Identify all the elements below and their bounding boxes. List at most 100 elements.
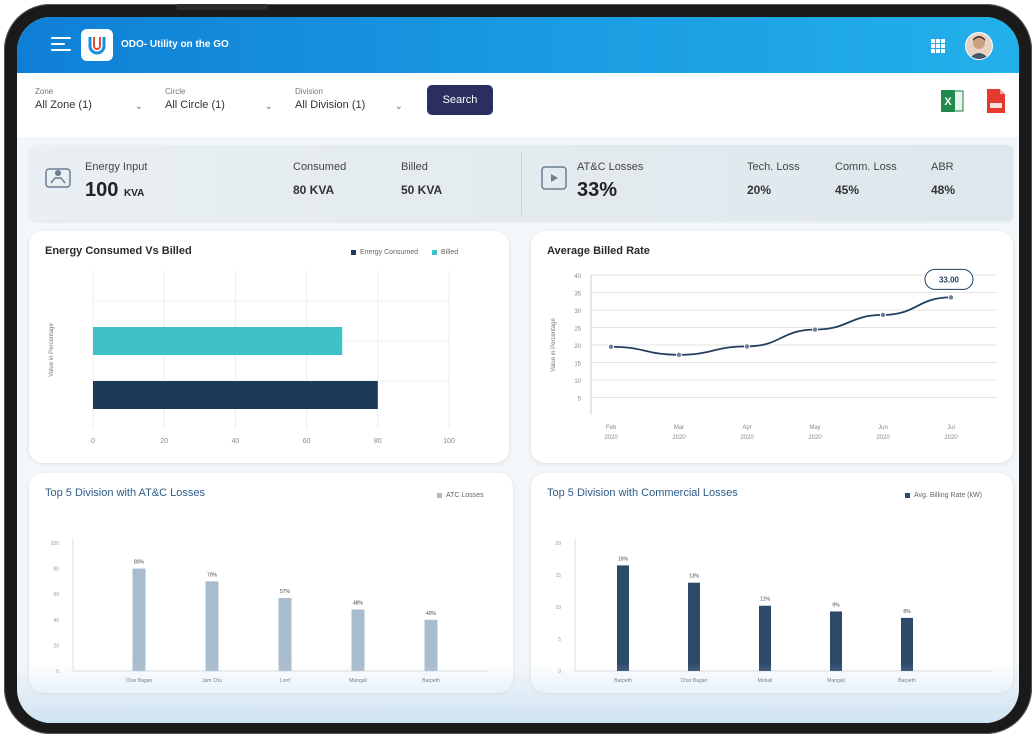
data-point xyxy=(947,294,954,301)
chevron-down-icon: ⌄ xyxy=(134,101,143,112)
x-tick-label: 0 xyxy=(91,438,95,445)
y-tick-label: 25 xyxy=(574,327,581,333)
avatar-person-icon xyxy=(969,36,989,59)
bar-value-label: 48% xyxy=(353,601,364,607)
y-tick-label: 80 xyxy=(53,567,59,573)
energy-consumed-vs-billed-card: Energy Consumed Vs Billed Energy Consume… xyxy=(29,231,509,463)
energy-input-label: Energy Input xyxy=(85,161,148,173)
atc-losses-value: 33% xyxy=(577,179,618,201)
energy-bar-chart: 0 20 40 60 80 100 Value in Percentage xyxy=(49,271,455,445)
energy-input-value: 100 KVA xyxy=(85,179,144,202)
data-point xyxy=(675,351,682,358)
hamburger-icon[interactable] xyxy=(51,37,71,53)
bar-value-label: 70% xyxy=(207,572,218,578)
pdf-icon[interactable] xyxy=(985,87,1007,115)
bar xyxy=(830,611,842,671)
y-tick-label: 35 xyxy=(574,292,581,298)
y-tick-label: 30 xyxy=(574,309,581,315)
energy-input-unit: KVA xyxy=(123,188,145,199)
abr-label: ABR xyxy=(931,161,954,173)
legend-label-consumed: Energy Consumed xyxy=(360,249,418,256)
zone-filter[interactable]: Zone All Zone (1) ⌄ xyxy=(35,87,147,119)
y-tick-label: 10 xyxy=(555,605,561,611)
x-tick-label: 80 xyxy=(374,438,382,445)
legend-label-billed: Billed xyxy=(440,249,459,256)
y-tick-label: 20 xyxy=(574,344,581,350)
bar xyxy=(351,609,365,671)
billed-rate-line-chart: 5 10 15 20 25 30 35 40 Value in Percentage Feb 202… xyxy=(551,268,997,441)
app-screen: ODO- Utility on the GO Zone All Zone (1)… xyxy=(17,17,1019,723)
x-tick-label: Jun xyxy=(878,425,888,431)
y-tick-label: 5 xyxy=(578,397,582,403)
bar-value-label: 9% xyxy=(832,602,840,608)
division-filter[interactable]: Division All Division (1) ⌄ xyxy=(295,87,407,119)
circle-filter[interactable]: Circle All Circle (1) ⌄ xyxy=(165,87,277,119)
bar-value-label: 80% xyxy=(134,560,145,566)
bar-value-label: 57% xyxy=(280,589,291,595)
x-tick-label: 2020 xyxy=(808,435,822,441)
bar-value-label: 16% xyxy=(618,556,629,562)
data-point xyxy=(743,343,750,350)
value-callout xyxy=(924,268,974,290)
value-callout-label: 33.00 xyxy=(939,275,960,284)
billed-value: 50 KVA xyxy=(401,183,443,197)
y-tick-label: 10 xyxy=(574,379,581,385)
division-filter-label: Division xyxy=(295,87,324,96)
billed-label: Billed xyxy=(401,161,428,173)
logo-mark-icon xyxy=(88,37,106,55)
search-button[interactable]: Search xyxy=(427,85,493,115)
chevron-down-icon: ⌄ xyxy=(264,101,273,112)
chart-title: Top 5 Division with AT&C Losses xyxy=(45,487,205,499)
bar xyxy=(688,582,700,671)
x-tick-label: 60 xyxy=(303,438,311,445)
circle-filter-label: Circle xyxy=(165,87,186,96)
chart-legend: ATC Losses xyxy=(437,492,484,499)
filter-bar: Zone All Zone (1) ⌄ Circle All Circle (1… xyxy=(17,73,1019,137)
bar-value-label: 40% xyxy=(426,611,437,617)
bar xyxy=(901,617,913,671)
y-axis-label: Value in Percentage xyxy=(49,323,55,377)
legend-label: ATC Losses xyxy=(446,492,484,499)
svg-text:X: X xyxy=(944,96,952,108)
zone-filter-value: All Zone (1) xyxy=(35,99,92,111)
bar xyxy=(759,605,771,671)
device-notch xyxy=(176,4,268,10)
y-tick-label: 5 xyxy=(558,637,561,643)
chart-legend: Energy Consumed Billed xyxy=(351,249,458,256)
division-filter-value: All Division (1) xyxy=(295,99,366,111)
excel-icon[interactable]: X xyxy=(939,87,965,115)
data-point xyxy=(608,343,615,350)
chart-title: Top 5 Division with Commercial Losses xyxy=(547,487,738,499)
series-line xyxy=(610,296,952,356)
tablet-frame: ODO- Utility on the GO Zone All Zone (1)… xyxy=(4,4,1032,734)
y-tick-label: 40 xyxy=(574,274,581,280)
tech-loss-label: Tech. Loss xyxy=(747,161,800,173)
x-tick-label: 40 xyxy=(232,438,240,445)
kpi-divider xyxy=(521,151,522,215)
y-tick-label: 20 xyxy=(53,643,59,649)
zone-filter-label: Zone xyxy=(35,87,54,96)
chart-title: Average Billed Rate xyxy=(547,245,650,257)
apps-grid-icon[interactable] xyxy=(931,39,945,53)
legend-swatch-billed xyxy=(431,250,437,255)
x-tick-label: 2020 xyxy=(604,435,618,441)
x-tick-label: 2020 xyxy=(740,435,754,441)
bar-energy-consumed xyxy=(93,381,378,409)
chart-title: Energy Consumed Vs Billed xyxy=(45,245,192,257)
x-tick-label: 2020 xyxy=(944,435,958,441)
x-tick-label: 20 xyxy=(160,438,168,445)
atc-losses-label: AT&C Losses xyxy=(577,161,644,173)
y-tick-label: 100 xyxy=(51,541,60,547)
user-avatar[interactable] xyxy=(965,32,993,60)
chevron-down-icon: ⌄ xyxy=(394,101,403,112)
energy-input-number: 100 xyxy=(85,179,119,201)
comm-loss-label: Comm. Loss xyxy=(835,161,897,173)
y-tick-label: 15 xyxy=(555,573,561,579)
legend-swatch xyxy=(905,493,910,498)
bar xyxy=(278,598,292,671)
data-point xyxy=(811,326,818,333)
y-tick-label: 15 xyxy=(574,362,581,368)
x-tick-label: 2020 xyxy=(672,435,686,441)
x-tick-label: Apr xyxy=(742,425,751,431)
bar-value-label: 8% xyxy=(903,609,911,615)
